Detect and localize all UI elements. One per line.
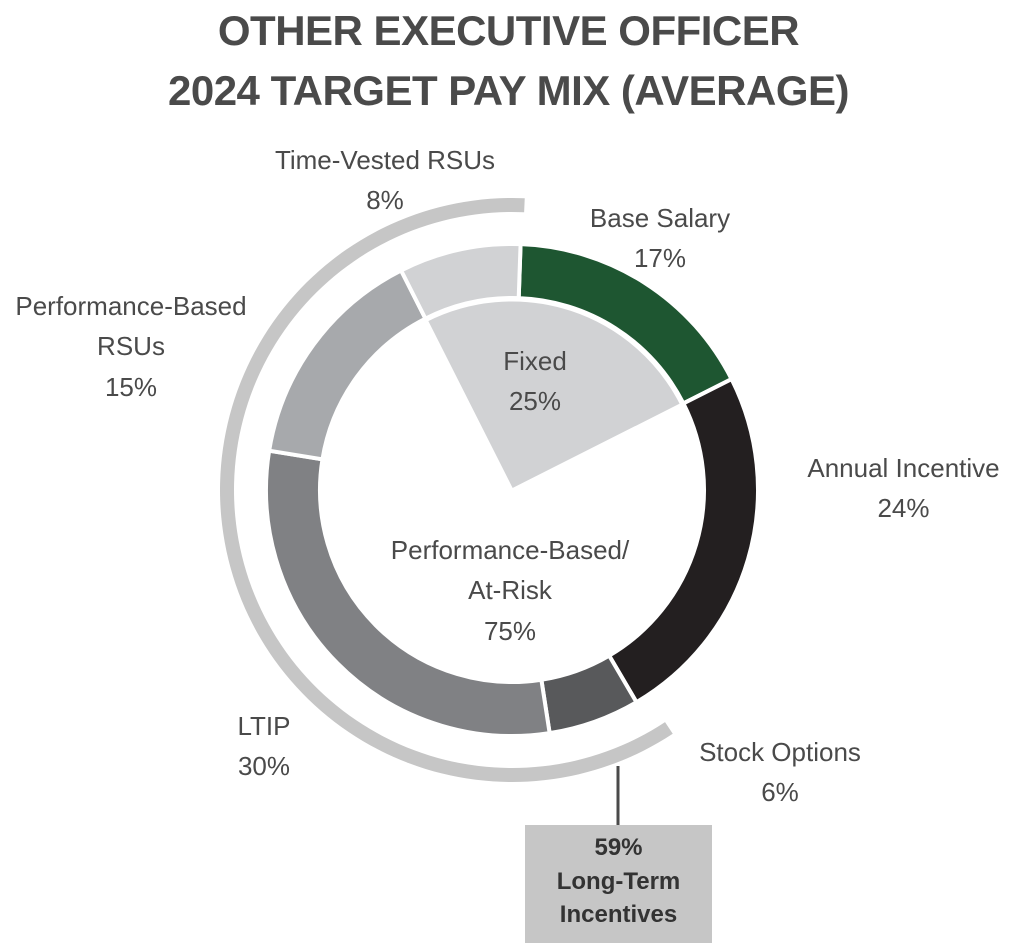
label-annual-incentive: Annual Incentive 24% [807, 453, 1000, 524]
lti-text-line2: Incentives [559, 901, 678, 929]
inner-slice-fixed [424, 298, 684, 493]
chart-title-line2: 2024 TARGET PAY MIX (AVERAGE) [167, 67, 850, 114]
long-term-incentives-callout: 59% Long-Term Incentives [525, 825, 712, 943]
label-base-salary: Base Salary 17% [589, 203, 731, 274]
lti-percent: 59% [594, 834, 643, 861]
chart-title-line1: OTHER EXECUTIVE OFFICER [217, 7, 800, 54]
label-stock-options: Stock Options 6% [699, 737, 861, 808]
label-ltip: LTIP 30% [237, 711, 291, 782]
lti-text-line1: Long-Term [556, 867, 681, 895]
ring-slice-time-vested-rsus [398, 242, 523, 322]
label-performance-based-rsus: Performance-Based RSUs 15% [15, 291, 247, 402]
label-time-vested-rsus: Time-Vested RSUs 8% [274, 145, 496, 216]
label-fixed: Fixed 25% [503, 346, 567, 417]
label-performance-at-risk: Performance-Based/ At-Risk 75% [390, 535, 630, 646]
